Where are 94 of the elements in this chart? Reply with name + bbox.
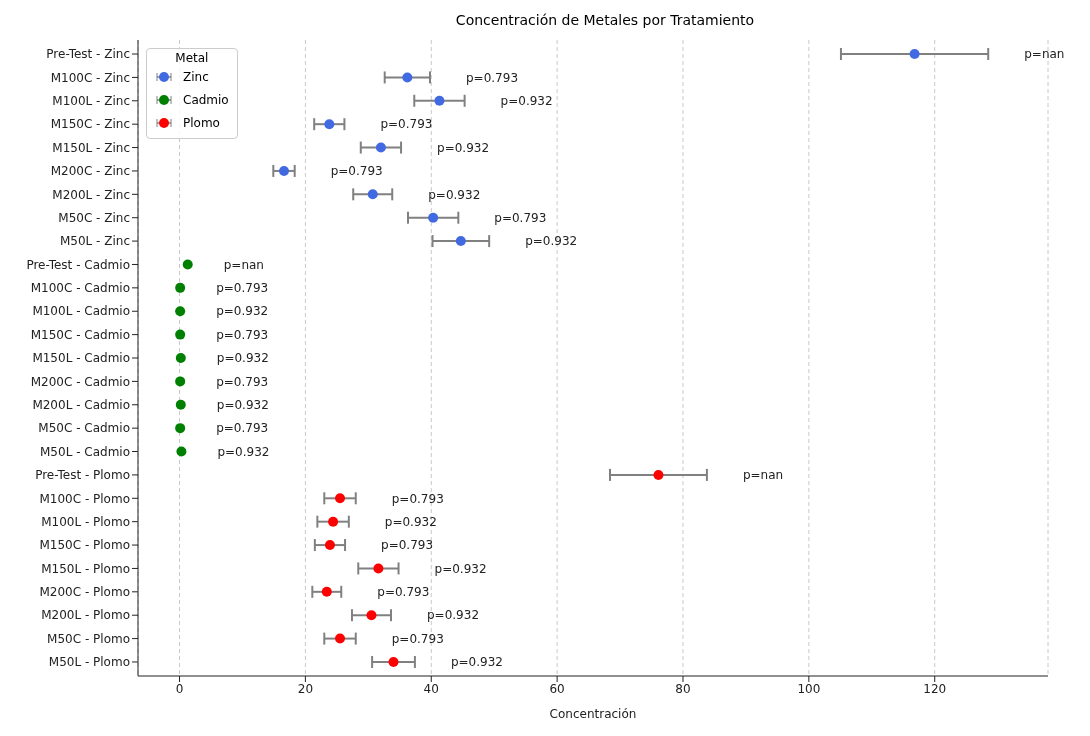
x-axis-title: Concentración (549, 707, 637, 721)
y-tick-label: M150L - Cadmio (32, 351, 130, 366)
point (402, 72, 413, 83)
annotation: p=nan (223, 257, 264, 272)
x-tick-label: 80 (675, 681, 691, 696)
annotation: p=0.932 (216, 304, 269, 319)
y-tick-label: M150C - Plomo (39, 538, 130, 553)
point (434, 95, 445, 106)
point (182, 259, 193, 270)
point (335, 633, 346, 644)
y-tick-label: M150L - Zinc (52, 140, 130, 155)
annotation: p=0.932 (525, 234, 578, 249)
y-tick-label: M100L - Plomo (41, 514, 130, 529)
annotation: p=0.932 (434, 561, 487, 576)
y-tick-label: M50C - Plomo (47, 631, 130, 646)
annotation: p=0.932 (450, 655, 503, 670)
annotation: p=0.793 (377, 585, 430, 600)
point (175, 376, 186, 387)
y-tick-label: M50L - Zinc (59, 234, 130, 249)
annotation: p=0.793 (391, 631, 444, 646)
y-tick-label: M100L - Zinc (52, 94, 130, 109)
point (279, 165, 289, 176)
y-tick-label: M200L - Plomo (41, 608, 130, 623)
annotation: p=0.793 (380, 117, 433, 132)
point (175, 329, 186, 340)
point (388, 656, 399, 667)
legend-label: Zinc (183, 69, 209, 84)
annotation: p=0.932 (217, 444, 270, 459)
y-tick-label: M50L - Cadmio (40, 444, 130, 459)
annotation: p=nan (742, 468, 784, 483)
point (324, 540, 335, 551)
annotation: p=0.932 (384, 514, 437, 529)
point (455, 236, 466, 247)
point (175, 399, 186, 410)
annotation: p=0.793 (216, 327, 269, 342)
annotation: p=0.932 (437, 140, 490, 155)
point (428, 212, 439, 223)
annotation: p=0.932 (216, 351, 269, 366)
point (175, 353, 186, 363)
annotation: p=0.932 (428, 187, 481, 202)
point (328, 516, 339, 527)
point (366, 610, 377, 621)
annotation: p=0.793 (466, 70, 519, 85)
annotation: p=0.793 (391, 491, 444, 506)
point (909, 49, 920, 60)
y-tick-label: M150C - Cadmio (30, 327, 130, 342)
y-tick-label: Pre-Test - Zinc (46, 47, 130, 62)
annotation: p=0.793 (216, 374, 269, 389)
annotation: p=0.793 (216, 281, 269, 296)
x-tick-label: 60 (549, 681, 565, 696)
y-tick-label: M150L - Plomo (41, 561, 130, 576)
annotation: p=0.793 (494, 210, 547, 225)
point (653, 469, 664, 480)
annotation: p=0.793 (330, 164, 383, 179)
point (175, 423, 186, 434)
point (175, 282, 186, 293)
point (367, 189, 378, 200)
y-tick-label: M150C - Zinc (50, 117, 130, 132)
point (335, 493, 346, 504)
annotation: p=0.793 (216, 421, 269, 436)
annotation: p=0.932 (500, 94, 553, 109)
y-tick-label: M100C - Zinc (50, 70, 130, 85)
y-tick-label: M100C - Plomo (39, 491, 130, 506)
y-tick-label: M100C - Cadmio (30, 281, 130, 296)
y-tick-label: M200C - Plomo (39, 585, 130, 600)
legend-label: Cadmio (183, 92, 229, 107)
y-tick-label: M200L - Zinc (52, 187, 130, 202)
point (321, 586, 332, 597)
y-tick-label: Pre-Test - Plomo (35, 468, 130, 483)
y-tick-label: M50L - Plomo (48, 655, 130, 670)
annotation: p=0.932 (216, 398, 269, 413)
y-tick-label: M50C - Zinc (58, 210, 130, 225)
x-tick-label: 20 (297, 681, 314, 696)
legend-label: Plomo (183, 115, 220, 130)
point (375, 142, 386, 153)
y-tick-label: Pre-Test - Cadmio (26, 257, 130, 272)
point (176, 446, 187, 457)
y-tick-label: M200C - Cadmio (30, 374, 130, 389)
point (324, 119, 335, 130)
y-tick-label: M100L - Cadmio (32, 304, 130, 319)
annotation: p=0.932 (426, 608, 480, 623)
x-tick-label: 40 (423, 681, 439, 696)
chart-title: Concentración de Metales por Tratamiento (454, 12, 756, 28)
annotation: p=nan (1024, 47, 1065, 62)
y-tick-label: M200L - Cadmio (32, 398, 130, 413)
y-tick-label: M50C - Cadmio (38, 421, 130, 436)
legend-title: Metal (174, 51, 210, 65)
annotation: p=0.793 (381, 538, 434, 553)
y-tick-label: M200C - Zinc (50, 164, 130, 179)
x-tick-label: 0 (175, 681, 184, 696)
point (373, 563, 384, 574)
point (175, 306, 186, 317)
x-tick-label: 100 (797, 681, 821, 696)
x-tick-label: 120 (923, 681, 947, 696)
